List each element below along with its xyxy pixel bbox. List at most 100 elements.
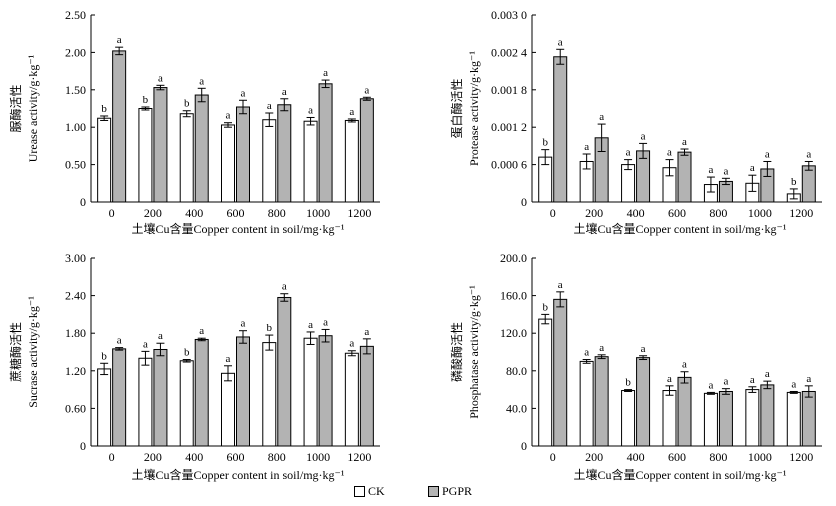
x-tick-label: 400	[185, 450, 203, 464]
bar-ck	[138, 357, 153, 447]
y-tick-label: 0.001 2	[491, 120, 527, 134]
x-tick-label: 200	[144, 450, 162, 464]
bar-pgpr	[277, 104, 292, 203]
significance-label: a	[226, 353, 231, 365]
bar-ck	[262, 119, 277, 203]
bar-pgpr	[553, 56, 568, 203]
significance-label: a	[599, 342, 604, 354]
bar-pgpr	[677, 376, 692, 447]
bar-pgpr	[760, 384, 775, 447]
x-tick-label: 600	[668, 206, 686, 220]
significance-label: a	[791, 378, 796, 390]
significance-label: a	[349, 106, 354, 118]
bar-pgpr	[236, 336, 250, 447]
significance-label: a	[682, 359, 687, 371]
y-tick-label: 0.000 6	[491, 158, 527, 172]
legend-label-ck: CK	[368, 484, 385, 498]
x-tick-label: 600	[227, 450, 245, 464]
significance-label: a	[667, 373, 672, 385]
bar-pgpr	[718, 390, 733, 447]
legend-swatch-ck	[354, 486, 365, 497]
significance-label: a	[708, 379, 713, 391]
bar-pgpr	[677, 151, 692, 203]
legend-item-pgpr: PGPR	[428, 484, 472, 499]
x-tick-label: 400	[627, 450, 645, 464]
y-axis-label-cn: 磷酸酶活性	[449, 322, 464, 382]
bar-pgpr	[359, 345, 374, 447]
bar-pgpr	[553, 298, 568, 447]
x-tick-label: 800	[268, 450, 286, 464]
significance-label: a	[117, 335, 122, 347]
significance-label: a	[723, 376, 728, 388]
bar-ck	[97, 368, 112, 447]
x-axis-label: 土壤Cu含量Copper content in soil/mg·kg⁻¹	[574, 467, 787, 482]
significance-label: b	[542, 137, 548, 149]
bar-pgpr	[194, 94, 209, 203]
significance-label: a	[682, 136, 687, 148]
x-tick-label: 1000	[748, 206, 772, 220]
y-tick-label: 0.002 4	[491, 45, 527, 59]
y-tick-label: 0	[521, 195, 527, 209]
significance-label: a	[143, 338, 148, 350]
bar-ck	[179, 360, 194, 447]
significance-label: b	[542, 301, 548, 313]
y-tick-label: 40.0	[506, 401, 527, 415]
x-tick-label: 800	[709, 450, 727, 464]
bar-ck	[179, 113, 194, 203]
bar-pgpr	[594, 356, 609, 447]
x-tick-label: 1200	[347, 206, 371, 220]
significance-label: a	[323, 316, 328, 328]
y-axis-label-en: Sucrase activity/g·kg⁻¹	[26, 296, 40, 408]
significance-label: a	[558, 36, 563, 48]
x-tick-label: 1000	[306, 450, 330, 464]
y-tick-label: 1.80	[65, 326, 86, 340]
significance-label: a	[708, 164, 713, 176]
sucrase-chart: 00.601.201.802.403.00ba0aa200ba400aa600b…	[8, 251, 380, 482]
significance-label: a	[364, 84, 369, 96]
y-tick-label: 2.50	[65, 8, 86, 22]
significance-label: a	[558, 279, 563, 291]
significance-label: a	[323, 67, 328, 79]
y-tick-label: 0.001 8	[491, 83, 527, 97]
y-tick-label: 200.0	[500, 251, 527, 265]
legend-item-ck: CK	[354, 484, 385, 499]
bar-ck	[344, 119, 359, 203]
significance-label: a	[641, 130, 646, 142]
legend-swatch-pgpr	[428, 486, 439, 497]
bar-ck	[745, 389, 760, 447]
y-axis-label-en: Phosphatase activity/g·kg⁻¹	[467, 285, 481, 419]
bar-pgpr	[636, 357, 651, 447]
x-tick-label: 0	[109, 450, 115, 464]
significance-label: a	[584, 347, 589, 359]
significance-label: b	[625, 377, 631, 389]
bar-pgpr	[318, 83, 333, 203]
significance-label: a	[282, 281, 287, 293]
significance-label: b	[101, 350, 107, 362]
x-tick-label: 1200	[789, 450, 813, 464]
y-tick-label: 2.40	[65, 289, 86, 303]
significance-label: a	[723, 165, 728, 177]
bar-ck	[262, 342, 277, 447]
bar-pgpr	[801, 165, 816, 203]
x-axis-label: 土壤Cu含量Copper content in soil/mg·kg⁻¹	[132, 221, 345, 236]
y-tick-label: 2.00	[65, 45, 86, 59]
x-tick-label: 1200	[347, 450, 371, 464]
y-tick-label: 3.00	[65, 251, 86, 265]
significance-label: a	[750, 162, 755, 174]
bar-pgpr	[194, 338, 209, 447]
x-tick-label: 800	[709, 206, 727, 220]
bar-pgpr	[112, 50, 127, 203]
bar-ck	[662, 390, 677, 447]
y-tick-label: 160.0	[500, 289, 527, 303]
bar-ck	[579, 360, 594, 447]
significance-label: a	[641, 343, 646, 355]
bar-pgpr	[236, 106, 250, 203]
significance-label: b	[267, 322, 273, 334]
y-tick-label: 1.50	[65, 83, 86, 97]
x-tick-label: 600	[227, 206, 245, 220]
bar-ck	[703, 392, 718, 447]
significance-label: a	[599, 111, 604, 123]
legend: CK PGPR	[0, 484, 836, 504]
significance-label: a	[308, 104, 313, 116]
